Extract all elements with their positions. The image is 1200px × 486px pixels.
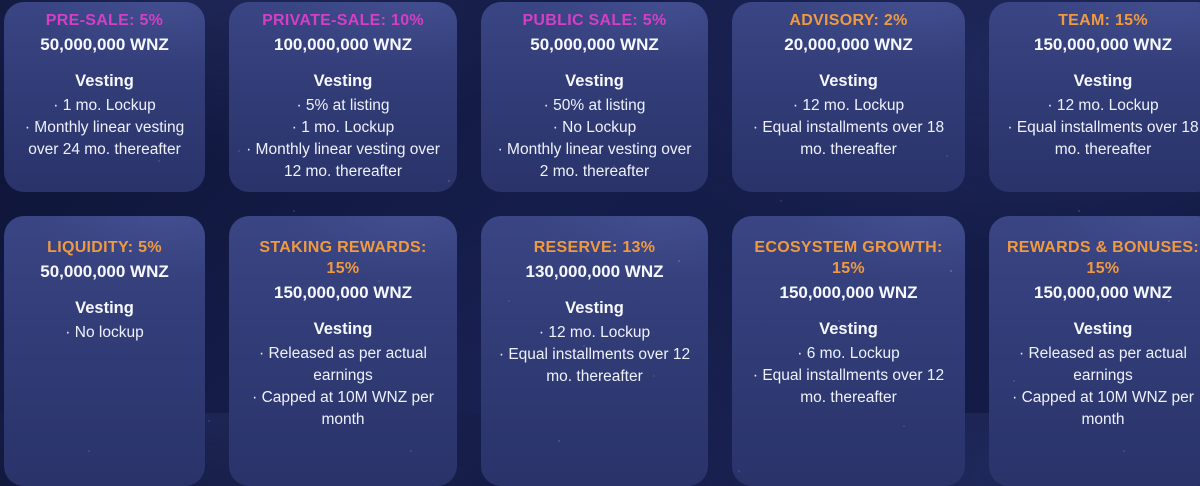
vesting-bullet: · Capped at 10M WNZ per month: [1012, 389, 1194, 429]
vesting-bullet-list: · 50% at listing · No Lockup · Monthly lin…: [497, 95, 693, 183]
vesting-bullet: · 50% at listing: [543, 97, 646, 115]
allocation-title: PRE-SALE: 5%: [45, 12, 164, 29]
vesting-heading: Vesting: [819, 72, 878, 91]
vesting-bullet-list: · 1 mo. Lockup · Monthly linear vesting o…: [12, 95, 197, 161]
allocation-card: STAKING REWARDS: 15% 150,000,000 WNZ Ves…: [229, 216, 457, 486]
allocation-amount: 150,000,000 WNZ: [779, 283, 918, 303]
vesting-heading: Vesting: [1073, 320, 1133, 339]
vesting-bullet: · Monthly linear vesting over 12 mo. the…: [246, 141, 440, 181]
allocation-amount: 50,000,000 WNZ: [40, 262, 169, 282]
vesting-bullet: · 12 mo. Lockup: [1047, 97, 1159, 115]
allocation-card: ECOSYSTEM GROWTH: 15% 150,000,000 WNZ Ve…: [732, 216, 965, 486]
vesting-heading: Vesting: [313, 72, 373, 91]
vesting-bullet: · 1 mo. Lockup: [53, 97, 156, 115]
vesting-bullet: · Monthly linear vesting over 24 mo. the…: [24, 119, 185, 159]
allocation-amount: 50,000,000 WNZ: [530, 35, 659, 55]
vesting-bullet: · 12 mo. Lockup: [792, 97, 905, 115]
allocation-title: PUBLIC SALE: 5%: [522, 12, 667, 29]
vesting-bullet: · No lockup: [65, 324, 144, 342]
allocation-title: REWARDS & BONUSES: 15%: [1006, 239, 1200, 278]
vesting-bullet: · Released as per actual earnings: [1018, 345, 1187, 385]
allocation-card: PUBLIC SALE: 5% 50,000,000 WNZ Vesting ·…: [481, 2, 708, 192]
vesting-bullet-list: · 12 mo. Lockup · Equal installments over…: [497, 322, 693, 388]
vesting-bullet: · No Lockup: [552, 119, 637, 137]
vesting-bullet: · Released as per actual earnings: [258, 345, 427, 385]
allocation-title: ECOSYSTEM GROWTH: 15%: [754, 239, 943, 278]
vesting-bullet: · Equal installments over 18 mo. thereaf…: [1007, 119, 1199, 159]
vesting-bullet: · Capped at 10M WNZ per month: [252, 389, 434, 429]
allocation-card: RESERVE: 13% 130,000,000 WNZ Vesting · 1…: [481, 216, 708, 486]
allocation-card: LIQUIDITY: 5% 50,000,000 WNZ Vesting · N…: [4, 216, 205, 486]
vesting-heading: Vesting: [565, 72, 624, 91]
allocation-amount: 50,000,000 WNZ: [40, 35, 169, 55]
allocation-title: TEAM: 15%: [1058, 12, 1148, 29]
vesting-bullet: · Equal installments over 12 mo. thereaf…: [752, 367, 945, 407]
vesting-bullet-list: · 5% at listing · 1 mo. Lockup · Monthly l…: [245, 95, 441, 183]
allocation-card: TEAM: 15% 150,000,000 WNZ Vesting · 12 m…: [989, 2, 1200, 192]
allocation-amount: 20,000,000 WNZ: [784, 35, 913, 55]
vesting-heading: Vesting: [1073, 72, 1133, 91]
allocation-amount: 100,000,000 WNZ: [274, 35, 412, 55]
vesting-heading: Vesting: [565, 299, 624, 318]
allocation-card: ADVISORY: 2% 20,000,000 WNZ Vesting · 12…: [732, 2, 965, 192]
vesting-bullet: · 12 mo. Lockup: [538, 324, 651, 342]
allocation-amount: 150,000,000 WNZ: [274, 283, 412, 303]
allocation-title: LIQUIDITY: 5%: [47, 239, 162, 256]
vesting-bullet: · Monthly linear vesting over 2 mo. ther…: [497, 141, 692, 181]
vesting-bullet-list: · Released as per actual earnings · Cappe…: [1005, 343, 1200, 431]
allocation-amount: 150,000,000 WNZ: [1034, 283, 1172, 303]
allocation-title: ADVISORY: 2%: [789, 12, 908, 29]
allocation-title: STAKING REWARDS: 15%: [259, 239, 427, 278]
vesting-heading: Vesting: [75, 299, 134, 318]
allocation-title: PRIVATE-SALE: 10%: [262, 12, 424, 29]
vesting-heading: Vesting: [313, 320, 373, 339]
vesting-bullet: · 6 mo. Lockup: [797, 345, 900, 363]
allocation-card: PRIVATE-SALE: 10% 100,000,000 WNZ Vestin…: [229, 2, 457, 192]
allocation-title: RESERVE: 13%: [533, 239, 656, 256]
vesting-bullet-list: · 12 mo. Lockup · Equal installments over…: [1005, 95, 1200, 161]
vesting-bullet: · 1 mo. Lockup: [291, 119, 395, 137]
vesting-bullet: · Equal installments over 12 mo. thereaf…: [498, 346, 691, 386]
vesting-bullet-list: · 12 mo. Lockup · Equal installments over…: [751, 95, 947, 161]
vesting-heading: Vesting: [819, 320, 878, 339]
vesting-bullet: · Equal installments over 18 mo. thereaf…: [752, 119, 945, 159]
vesting-bullet-list: · Released as per actual earnings · Cappe…: [245, 343, 441, 431]
vesting-heading: Vesting: [75, 72, 134, 91]
allocation-amount: 130,000,000 WNZ: [525, 262, 664, 282]
allocation-amount: 150,000,000 WNZ: [1034, 35, 1172, 55]
vesting-bullet-list: · No lockup: [12, 322, 197, 344]
allocation-card: REWARDS & BONUSES: 15% 150,000,000 WNZ V…: [989, 216, 1200, 486]
vesting-bullet-list: · 6 mo. Lockup · Equal installments over …: [751, 343, 947, 409]
vesting-bullet: · 5% at listing: [296, 97, 390, 115]
allocation-card: PRE-SALE: 5% 50,000,000 WNZ Vesting · 1 …: [4, 2, 205, 192]
